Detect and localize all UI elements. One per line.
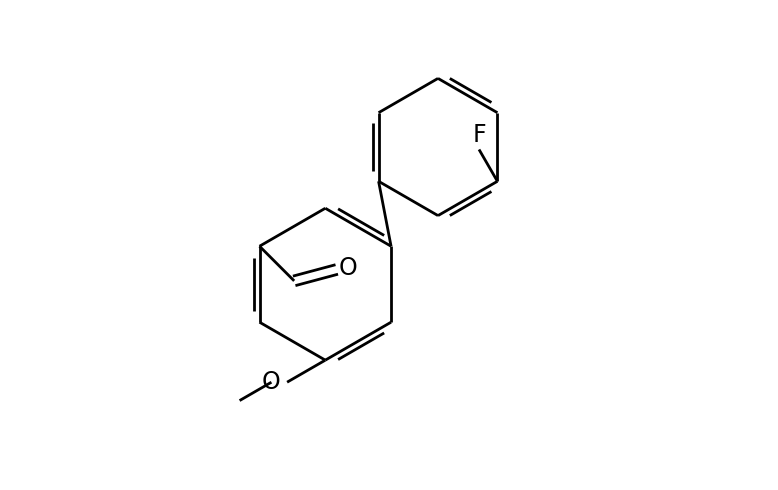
Text: F: F — [472, 123, 485, 147]
Text: O: O — [261, 370, 280, 394]
Text: O: O — [338, 256, 357, 280]
